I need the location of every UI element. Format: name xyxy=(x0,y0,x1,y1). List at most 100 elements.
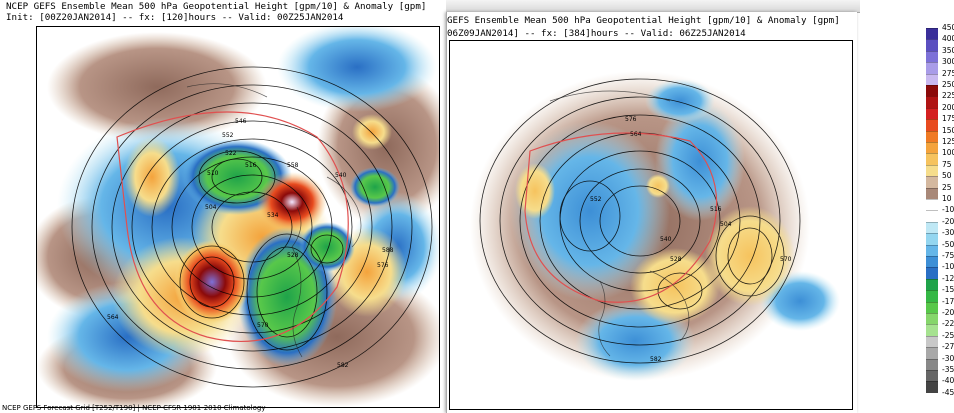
colorbar-swatch xyxy=(926,335,938,348)
left-panel-footer: NCEP GEFS Forecast Grid [T252/T190] | NC… xyxy=(2,404,266,412)
contour-label: 588 xyxy=(382,247,394,254)
contour-label: 546 xyxy=(235,118,247,125)
left-panel-subtitle: Init: [00Z20JAN2014] -- fx: [120]hours -… xyxy=(6,12,344,23)
contour-label: 570 xyxy=(257,322,269,329)
colorbar-label: -300 xyxy=(942,353,954,363)
colorbar-swatch xyxy=(926,62,938,74)
colorbar-label: -150 xyxy=(942,285,954,295)
colorbar-swatch xyxy=(926,210,938,222)
colorbar-swatch xyxy=(926,221,938,234)
colorbar-swatch xyxy=(926,278,938,291)
contour-label: 522 xyxy=(225,150,237,157)
right-map-graphic: 576 564 552 540 528 516 504 582 570 xyxy=(470,71,840,381)
colorbar-swatch xyxy=(926,267,938,279)
colorbar-swatch xyxy=(926,358,938,370)
colorbar-label: 400 xyxy=(942,34,954,44)
colorbar-label: 125 xyxy=(942,137,954,146)
colorbar-panel: 450 400 350 300 275 250 225 200 175 150 125 100 75 50… xyxy=(860,0,954,413)
colorbar-label: 225 xyxy=(942,91,954,101)
colorbar-swatch xyxy=(926,119,938,131)
colorbar-label: -75 xyxy=(942,251,954,260)
colorbar-swatch xyxy=(926,199,938,211)
colorbar-swatch xyxy=(926,381,938,393)
colorbar-swatch xyxy=(926,176,938,188)
contour-label: 582 xyxy=(650,356,662,363)
colorbar-label: 350 xyxy=(942,45,954,55)
contour-label: 564 xyxy=(630,131,642,138)
contour-label: 570 xyxy=(780,256,792,263)
colorbar-label: 300 xyxy=(942,57,954,67)
colorbar-swatch xyxy=(926,28,938,40)
colorbar-label: -30 xyxy=(942,228,954,238)
contour-label: 504 xyxy=(205,204,217,211)
colorbar-label: -250 xyxy=(942,330,954,340)
colorbar-label: 200 xyxy=(942,102,954,112)
left-map-panel: NCEP GEFS Ensemble Mean 500 hPa Geopoten… xyxy=(0,0,446,413)
colorbar-label: 275 xyxy=(942,68,954,78)
contour-label: 552 xyxy=(222,132,234,139)
colorbar-label: 450 xyxy=(942,23,954,32)
right-anomaly-map: 576 564 552 540 528 516 504 582 570 xyxy=(449,40,853,410)
colorbar-swatch xyxy=(926,107,938,120)
colorbar-swatch xyxy=(926,187,938,199)
colorbar-label: -225 xyxy=(942,319,954,329)
colorbar-label: 75 xyxy=(942,159,952,169)
contour-label: 552 xyxy=(590,196,602,203)
colorbar-label: -350 xyxy=(942,365,954,374)
colorbar-label: -400 xyxy=(942,376,954,386)
colorbar-label: 10 xyxy=(942,194,952,203)
colorbar-swatch xyxy=(926,347,938,359)
colorbar-label: -100 xyxy=(942,262,954,272)
contour-label: 540 xyxy=(660,236,672,243)
colorbar-label: -275 xyxy=(942,342,954,352)
colorbar-swatch xyxy=(926,153,938,165)
colorbar-label: 50 xyxy=(942,171,952,181)
contour-label: 540 xyxy=(335,172,347,179)
contour-label: 582 xyxy=(337,362,349,369)
colorbar-label: -125 xyxy=(942,273,954,283)
contour-label: 558 xyxy=(287,162,299,169)
colorbar-swatch xyxy=(926,256,938,268)
left-panel-title: NCEP GEFS Ensemble Mean 500 hPa Geopoten… xyxy=(6,1,427,12)
contour-label: 576 xyxy=(625,116,637,123)
colorbar-label: 250 xyxy=(942,80,954,89)
colorbar-label: 150 xyxy=(942,125,954,135)
colorbar-swatch xyxy=(926,313,938,325)
right-map-panel: GEFS Ensemble Mean 500 hPa Geopotential … xyxy=(446,12,857,413)
colorbar-swatch xyxy=(926,73,938,85)
colorbar-swatch xyxy=(926,130,938,142)
contour-label: 516 xyxy=(245,162,257,169)
colorbar-swatch xyxy=(926,96,938,108)
left-map-graphic: 546 552 558 522 540 516 510 504 564 570 … xyxy=(37,27,439,407)
colorbar-label: -175 xyxy=(942,296,954,306)
colorbar-label: 100 xyxy=(942,148,954,158)
contour-label: 576 xyxy=(377,262,389,269)
colorbar-swatch xyxy=(926,244,938,256)
colorbar-label: 175 xyxy=(942,114,954,124)
right-panel-subtitle: 06Z09JAN2014] -- fx: [384]hours -- Valid… xyxy=(447,28,746,39)
left-anomaly-map: 546 552 558 522 540 516 510 504 564 570 … xyxy=(36,26,440,408)
colorbar-swatch xyxy=(926,39,938,51)
contour-label: 504 xyxy=(720,221,732,228)
contour-label: 516 xyxy=(710,206,722,213)
colorbar-label: -10 xyxy=(942,205,954,215)
contour-label: 528 xyxy=(287,252,299,259)
colorbar-swatch xyxy=(926,233,938,245)
colorbar-swatch xyxy=(926,324,938,336)
colorbar-swatch xyxy=(926,290,938,302)
colorbar-swatch xyxy=(926,301,938,313)
contour-label: 534 xyxy=(267,212,279,219)
colorbar-swatch xyxy=(926,164,938,177)
colorbar-label: -200 xyxy=(942,308,954,317)
contour-label: 564 xyxy=(107,314,119,321)
colorbar-swatch xyxy=(926,142,938,154)
colorbar-label: -450 xyxy=(942,387,954,397)
colorbar-label: -50 xyxy=(942,239,954,249)
colorbar-swatch xyxy=(926,50,938,63)
colorbar-swatch xyxy=(926,85,938,97)
colorbar-swatch xyxy=(926,370,938,382)
contour-label: 528 xyxy=(670,256,682,263)
colorbar-label: 25 xyxy=(942,182,952,192)
contour-label: 510 xyxy=(207,170,219,177)
colorbar-label: -20 xyxy=(942,216,954,226)
